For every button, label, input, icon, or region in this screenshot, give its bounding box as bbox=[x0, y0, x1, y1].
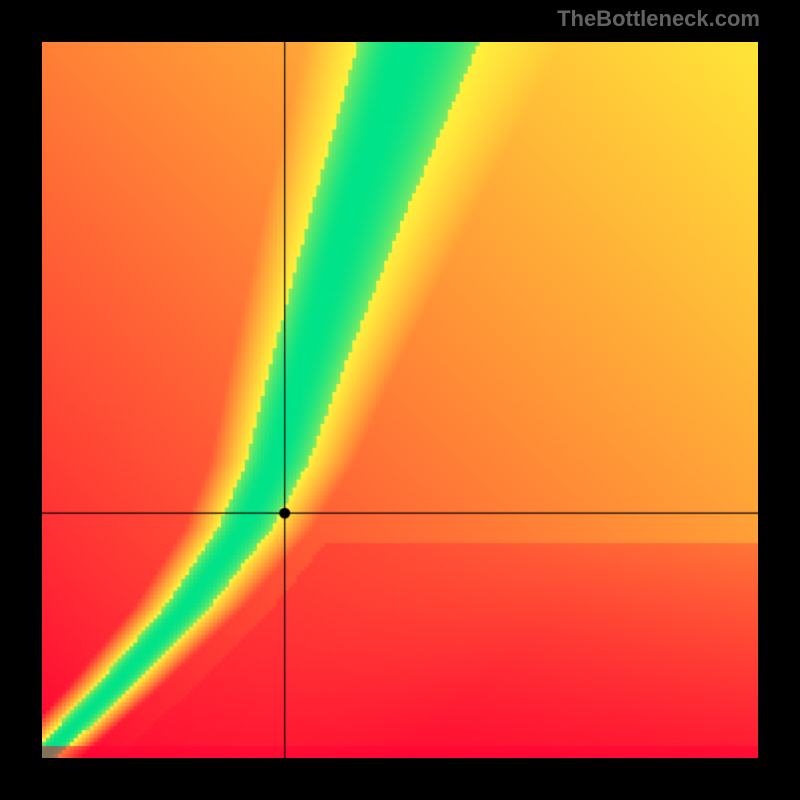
chart-container: TheBottleneck.com bbox=[0, 0, 800, 800]
heatmap-canvas bbox=[42, 42, 758, 758]
watermark-text: TheBottleneck.com bbox=[557, 6, 760, 32]
